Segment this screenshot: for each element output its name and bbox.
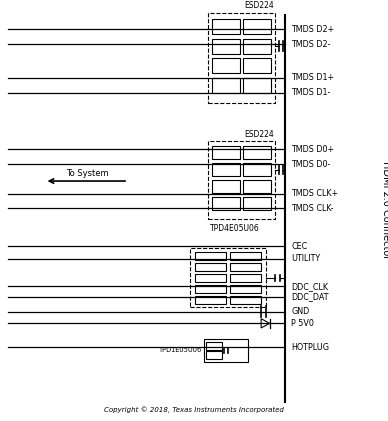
Text: CEC: CEC (291, 242, 307, 251)
Bar (243, 78, 272, 93)
Bar (195, 285, 226, 293)
Text: TMDS D2+: TMDS D2+ (291, 25, 334, 34)
Bar (212, 39, 240, 53)
Bar (230, 252, 261, 260)
Bar (195, 252, 226, 260)
Text: ESD224: ESD224 (244, 130, 274, 139)
Bar (206, 342, 222, 349)
Text: GND: GND (291, 307, 309, 316)
Bar (230, 274, 261, 282)
Text: TMDS CLK+: TMDS CLK+ (291, 189, 338, 198)
Text: DDC_CLK: DDC_CLK (291, 282, 328, 291)
Bar (208, 141, 275, 219)
Bar (243, 163, 272, 176)
Bar (212, 58, 240, 73)
Text: DDC_DAT: DDC_DAT (291, 292, 329, 301)
Bar (243, 197, 272, 210)
Text: TPD1E05U06: TPD1E05U06 (159, 347, 202, 354)
Bar (212, 163, 240, 176)
Text: Copyright © 2018, Texas Instruments Incorporated: Copyright © 2018, Texas Instruments Inco… (104, 407, 284, 413)
Text: TMDS CLK-: TMDS CLK- (291, 204, 334, 213)
Bar (195, 263, 226, 271)
Text: ESD224: ESD224 (244, 1, 274, 10)
Bar (204, 339, 248, 362)
Bar (243, 180, 272, 193)
Text: HDMI 2.0 Connector: HDMI 2.0 Connector (381, 161, 388, 260)
Text: TMDS D0-: TMDS D0- (291, 160, 330, 169)
Text: TPD4E05U06: TPD4E05U06 (210, 224, 259, 233)
Bar (212, 197, 240, 210)
Text: TMDS D2-: TMDS D2- (291, 40, 331, 49)
Text: P 5V0: P 5V0 (291, 319, 314, 328)
Bar (212, 19, 240, 34)
Bar (243, 147, 272, 159)
Text: UTILITY: UTILITY (291, 254, 320, 264)
Text: To System: To System (66, 169, 109, 178)
Bar (230, 263, 261, 271)
Bar (206, 352, 222, 359)
Bar (243, 58, 272, 73)
Bar (190, 248, 266, 307)
Bar (208, 13, 275, 103)
Bar (212, 180, 240, 193)
Bar (243, 19, 272, 34)
Bar (230, 285, 261, 293)
Bar (243, 39, 272, 53)
Bar (195, 274, 226, 282)
Bar (230, 296, 261, 304)
Bar (195, 296, 226, 304)
Text: HOTPLUG: HOTPLUG (291, 343, 329, 352)
Text: TMDS D1+: TMDS D1+ (291, 73, 334, 83)
Bar (212, 147, 240, 159)
Text: TMDS D0+: TMDS D0+ (291, 145, 334, 154)
Text: TMDS D1-: TMDS D1- (291, 88, 330, 97)
Bar (212, 78, 240, 93)
